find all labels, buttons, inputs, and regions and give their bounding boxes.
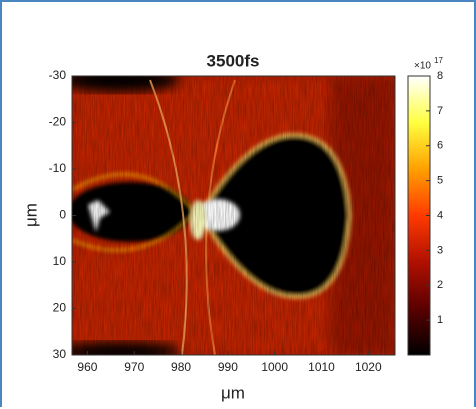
chart-title: 3500fs (207, 51, 260, 70)
colorbar-tick-label: 3 (437, 244, 443, 256)
x-tick-label: 960 (77, 360, 97, 374)
y-tick-label: 20 (53, 301, 67, 315)
colorbar-tick-label: 5 (437, 175, 443, 187)
colorbar-tick-label: 4 (437, 209, 443, 221)
x-tick-label: 1020 (355, 360, 382, 374)
x-tick-label: 970 (124, 360, 144, 374)
colorbar-exponent: 17 (434, 56, 443, 65)
y-tick-label: -10 (49, 161, 67, 175)
colorbar-tick-label: 8 (437, 70, 443, 82)
colorbar-tick-label: 2 (437, 279, 443, 291)
y-tick-label: -30 (49, 68, 67, 82)
x-tick-label: 980 (171, 360, 191, 374)
colorbar-multiplier: ×10 (414, 61, 431, 72)
y-tick-label: 10 (53, 254, 67, 268)
heatmap-image (72, 76, 395, 355)
y-tick-label: 30 (53, 347, 67, 361)
x-tick-label: 990 (218, 360, 238, 374)
y-tick-label: -20 (49, 115, 67, 129)
x-axis-label: μm (221, 383, 245, 402)
x-tick-label: 1000 (261, 360, 288, 374)
y-tick-label: 0 (59, 208, 66, 222)
x-tick-label: 1010 (308, 360, 335, 374)
colorbar-tick-label: 1 (437, 314, 443, 326)
y-axis-label: μm (21, 203, 40, 227)
colorbar-tick-label: 6 (437, 140, 443, 152)
colorbar-tick-label: 7 (437, 105, 443, 117)
